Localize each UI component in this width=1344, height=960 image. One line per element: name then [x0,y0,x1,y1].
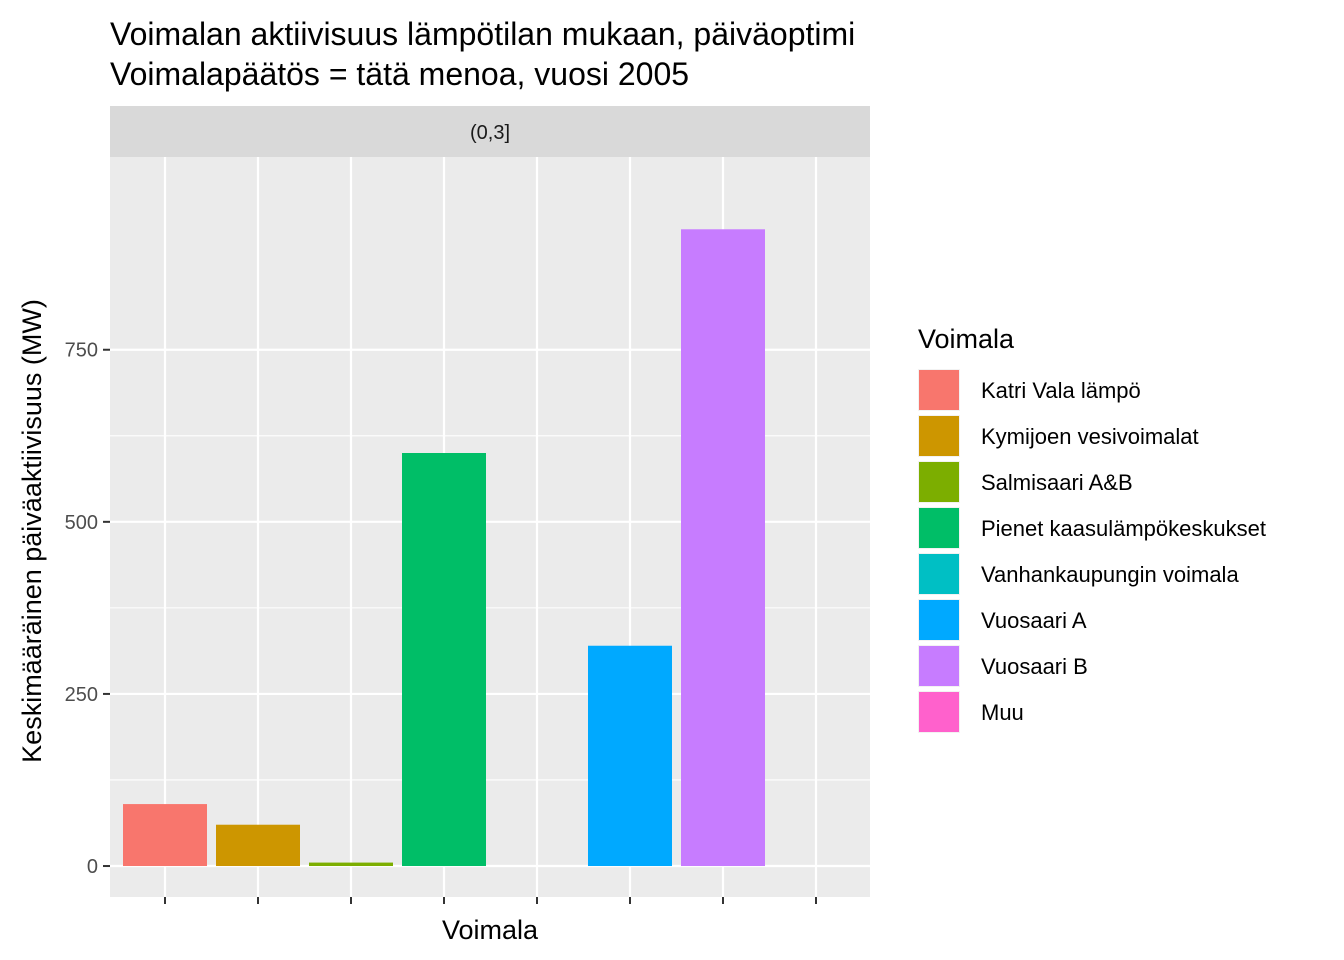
facet-strip-label: (0,3] [470,122,510,144]
legend-item-label: Salmisaari A&B [981,470,1133,495]
legend-swatch [919,646,959,686]
legend-swatch [919,416,959,456]
legend-item-label: Vanhankaupungin voimala [981,562,1239,587]
x-axis [164,897,817,904]
y-tick-label: 250 [65,684,98,706]
chart-subtitle: Voimalapäätös = tätä menoa, vuosi 2005 [110,56,689,92]
legend-swatch [919,370,959,410]
y-axis: 0 250 500 750 [65,340,110,878]
legend: Voimala Katri Vala lämpö Kymijoen vesivoi… [918,324,1266,733]
bar [216,824,300,867]
y-axis-label: Keskimääräinen päiväaktiivisuus (MW) [17,299,47,763]
legend-title: Voimala [918,324,1015,354]
bar [681,229,765,867]
chart-title: Voimalan aktiivisuus lämpötilan mukaan, … [110,16,855,52]
bar [309,862,393,867]
bar [123,804,207,867]
legend-item-label: Muu [981,700,1024,725]
legend-swatch [919,600,959,640]
legend-item-label: Vuosaari B [981,654,1088,679]
legend-item-label: Katri Vala lämpö [981,378,1141,403]
bars [123,229,765,867]
legend-swatch [919,692,959,732]
legend-item-label: Kymijoen vesivoimalat [981,424,1199,449]
legend-item-label: Pienet kaasulämpökeskukset [981,516,1266,541]
legend-swatch [919,554,959,594]
y-tick-label: 750 [65,340,98,362]
bar [588,645,672,867]
legend-item-label: Vuosaari A [981,608,1087,633]
x-axis-label: Voimala [442,915,539,945]
bar [402,453,486,867]
legend-swatch [919,508,959,548]
y-tick-label: 0 [87,856,98,878]
legend-swatch [919,462,959,502]
facet-strip [110,106,870,157]
y-tick-label: 500 [65,512,98,534]
